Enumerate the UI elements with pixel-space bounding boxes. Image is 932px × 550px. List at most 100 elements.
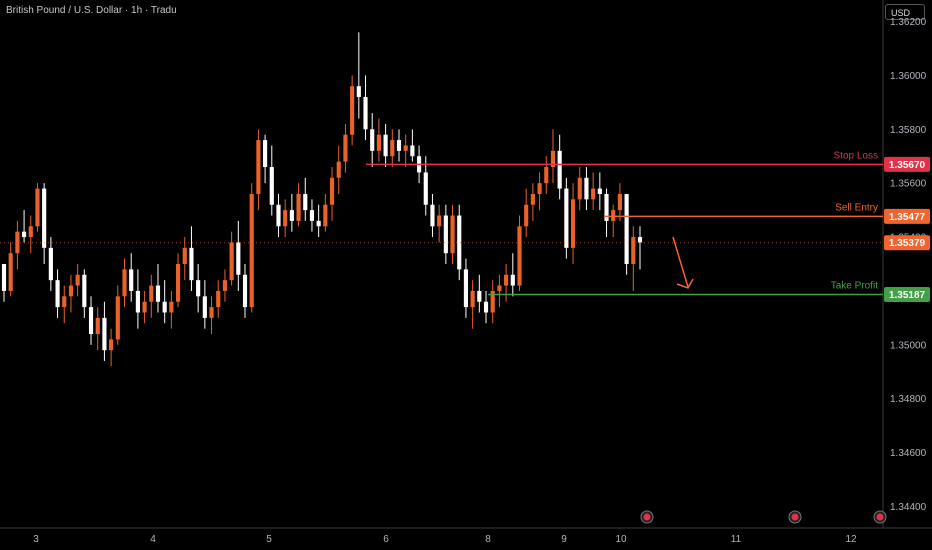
candle-body xyxy=(363,96,368,130)
candle-body xyxy=(457,215,462,270)
level-price-label: 1.35187 xyxy=(889,290,926,301)
price-tick-label: 1.34600 xyxy=(890,448,927,459)
candle-body xyxy=(490,290,495,313)
time-tick-label: 9 xyxy=(561,534,567,545)
level-price-tag xyxy=(884,156,930,172)
candle-body xyxy=(229,242,234,281)
candle-body xyxy=(162,301,167,313)
candle-body xyxy=(403,145,408,151)
candle-body xyxy=(296,193,301,221)
candle-body xyxy=(624,193,629,264)
candle-body xyxy=(550,150,556,168)
candle-body xyxy=(95,317,100,335)
candle-body xyxy=(604,193,609,221)
candle-body xyxy=(15,231,20,254)
time-tick-label: 11 xyxy=(731,534,742,545)
candle-body xyxy=(149,285,154,302)
candle-body xyxy=(242,274,248,308)
candle-body xyxy=(410,145,415,157)
candle-body xyxy=(42,188,47,248)
candle-body xyxy=(269,167,274,205)
candle-body xyxy=(263,140,268,168)
candle-body xyxy=(423,172,428,205)
candle-body xyxy=(570,199,576,248)
flag-event-icon-dot xyxy=(791,513,799,521)
level-price-label: 1.35670 xyxy=(889,160,926,171)
candle-body xyxy=(175,264,181,302)
candle-body xyxy=(577,177,582,200)
candle-body xyxy=(336,161,341,178)
candle-body xyxy=(597,188,602,194)
price-tick-label: 1.35600 xyxy=(890,179,927,190)
candle-body xyxy=(115,296,120,340)
time-tick-label: 6 xyxy=(383,534,389,545)
candle-body xyxy=(276,204,281,227)
candle-body xyxy=(48,247,53,281)
candle-body xyxy=(129,269,134,291)
level-label: Stop Loss xyxy=(834,150,878,161)
candle-body xyxy=(22,231,27,238)
price-tick-label: 1.36200 xyxy=(890,17,927,28)
trade-levels: Stop Loss 1.35670 Sell Entry 1.35477 Take Pr… xyxy=(0,150,930,302)
candle-body xyxy=(202,296,207,318)
candle-body xyxy=(122,269,127,297)
candle-body xyxy=(530,193,535,205)
time-axis[interactable]: 3 4 5 6 8 9 10 11 12 xyxy=(33,534,857,545)
candle-body xyxy=(88,307,94,335)
candle-body xyxy=(463,269,469,308)
candle-body xyxy=(637,237,643,243)
level-price-tag xyxy=(884,208,930,224)
candle-body xyxy=(470,290,475,308)
price-tick-label: 1.34800 xyxy=(890,394,927,405)
candle-body xyxy=(142,301,147,313)
candle-body xyxy=(102,317,107,351)
candle-body xyxy=(477,290,482,302)
currency-selector[interactable]: USD xyxy=(885,4,925,20)
candle-body xyxy=(68,285,74,297)
level-label: Take Profit xyxy=(831,280,878,291)
candle-body xyxy=(289,210,294,221)
candle-body xyxy=(564,188,569,248)
candle-body xyxy=(303,193,308,211)
level-price-tag xyxy=(884,286,930,302)
candle-body xyxy=(504,274,509,286)
candle-body xyxy=(309,210,315,221)
level-label: Sell Entry xyxy=(835,202,878,213)
candle-body xyxy=(209,307,214,318)
candle-body xyxy=(256,140,261,194)
candle-body xyxy=(283,210,288,227)
event-markers[interactable] xyxy=(640,510,887,524)
flag-event-icon-dot xyxy=(643,513,651,521)
current-price-tag xyxy=(884,235,930,251)
down-arrow-head xyxy=(676,278,694,289)
candle-body xyxy=(8,253,13,291)
candle-body xyxy=(524,204,529,227)
candle-body xyxy=(376,134,381,151)
candle-body xyxy=(356,86,361,97)
price-axis[interactable]: 1.362001.360001.358001.356001.354001.352… xyxy=(890,17,927,513)
price-tick-label: 1.36000 xyxy=(890,71,927,82)
candle-body xyxy=(510,274,515,286)
candle-body xyxy=(222,280,228,291)
time-tick-label: 10 xyxy=(615,534,627,545)
candle-body xyxy=(182,247,187,264)
candle-body xyxy=(584,177,589,200)
candles-group xyxy=(1,32,643,367)
candle-body xyxy=(370,129,375,151)
candle-body xyxy=(443,215,448,254)
candle-body xyxy=(75,274,80,286)
flag-event-icon-dot xyxy=(876,513,884,521)
candle-body xyxy=(396,140,402,151)
candle-body xyxy=(617,193,622,211)
time-tick-label: 12 xyxy=(845,534,857,545)
candle-body xyxy=(544,167,549,184)
candle-body xyxy=(35,188,40,227)
candle-body xyxy=(28,226,33,238)
candle-body xyxy=(55,280,60,308)
candle-body xyxy=(82,274,87,308)
price-tick-label: 1.34400 xyxy=(890,502,927,513)
chart-title: British Pound / U.S. Dollar · 1h · Tradu xyxy=(6,5,177,16)
candle-body xyxy=(216,290,221,308)
candle-body xyxy=(196,280,201,297)
